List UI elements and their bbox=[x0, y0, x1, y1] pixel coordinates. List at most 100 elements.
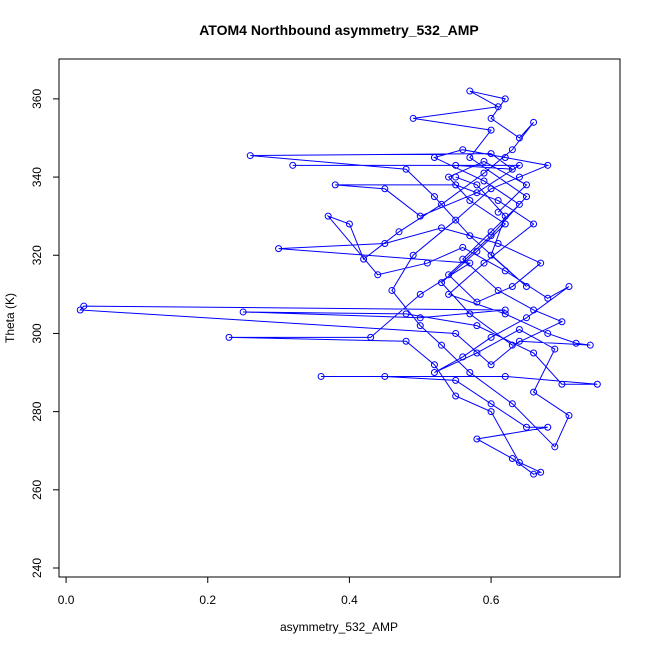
data-point bbox=[452, 392, 460, 400]
data-point bbox=[501, 306, 509, 314]
data-point bbox=[494, 208, 502, 216]
data-point bbox=[466, 259, 474, 267]
data-point bbox=[487, 361, 495, 369]
data-point bbox=[388, 286, 396, 294]
y-tick-label: 320 bbox=[30, 245, 44, 265]
data-point bbox=[537, 468, 545, 476]
data-point bbox=[381, 372, 389, 380]
data-point bbox=[558, 318, 566, 326]
x-tick-label: 0.6 bbox=[483, 593, 500, 607]
data-point bbox=[530, 349, 538, 357]
data-point bbox=[487, 114, 495, 122]
data-point bbox=[515, 173, 523, 181]
data-point bbox=[459, 255, 467, 263]
data-point bbox=[430, 369, 438, 377]
data-point bbox=[459, 353, 467, 361]
data-point bbox=[445, 271, 453, 279]
data-point bbox=[530, 470, 538, 478]
chart-title: ATOM4 Northbound asymmetry_532_AMP bbox=[199, 22, 479, 38]
data-point bbox=[487, 185, 495, 193]
data-point bbox=[289, 161, 297, 169]
data-point bbox=[395, 228, 403, 236]
data-point bbox=[246, 152, 254, 160]
data-point bbox=[544, 161, 552, 169]
y-tick-label: 260 bbox=[30, 479, 44, 499]
data-point bbox=[501, 154, 509, 162]
data-point bbox=[544, 329, 552, 337]
data-point bbox=[515, 161, 523, 169]
data-point bbox=[473, 349, 481, 357]
data-point bbox=[508, 146, 516, 154]
data-point bbox=[530, 220, 538, 228]
data-point bbox=[523, 423, 530, 431]
data-point bbox=[416, 290, 424, 298]
y-tick-label: 340 bbox=[30, 167, 44, 187]
y-tick-label: 240 bbox=[30, 558, 44, 578]
data-point bbox=[558, 380, 566, 388]
data-point bbox=[487, 408, 495, 416]
data-point bbox=[430, 193, 438, 201]
y-tick-label: 280 bbox=[30, 401, 44, 421]
data-point bbox=[487, 228, 495, 236]
data-point bbox=[466, 87, 474, 95]
data-point bbox=[466, 197, 474, 205]
data-point bbox=[331, 181, 339, 189]
data-point bbox=[452, 181, 460, 189]
data-point bbox=[360, 255, 368, 263]
data-point bbox=[402, 165, 410, 173]
data-point bbox=[423, 259, 431, 267]
data-point bbox=[239, 308, 247, 316]
data-point bbox=[416, 212, 424, 220]
data-point bbox=[515, 458, 523, 466]
data-point bbox=[324, 212, 332, 220]
data-point bbox=[487, 333, 495, 341]
data-point bbox=[430, 154, 438, 162]
data-point bbox=[501, 267, 509, 275]
data-point bbox=[275, 245, 283, 253]
data-point bbox=[402, 337, 410, 345]
data-point bbox=[501, 212, 509, 220]
data-point bbox=[501, 95, 509, 103]
data-point bbox=[473, 189, 481, 197]
data-point bbox=[501, 372, 509, 380]
data-point bbox=[494, 286, 502, 294]
data-point bbox=[501, 220, 509, 228]
data-point bbox=[466, 154, 474, 162]
data-point bbox=[530, 118, 538, 126]
y-tick-label: 300 bbox=[30, 323, 44, 343]
data-point bbox=[466, 369, 474, 377]
data-point bbox=[225, 333, 233, 341]
data-point bbox=[452, 329, 460, 337]
data-point bbox=[459, 146, 467, 154]
data-point bbox=[530, 306, 538, 314]
data-point bbox=[445, 290, 453, 298]
data-point bbox=[487, 126, 495, 134]
data-point bbox=[487, 232, 495, 240]
x-tick-label: 0.0 bbox=[58, 593, 75, 607]
data-point bbox=[445, 173, 453, 181]
data-point bbox=[416, 322, 424, 330]
x-axis-label: asymmetry_532_AMP bbox=[280, 620, 398, 634]
data-point bbox=[452, 216, 460, 224]
data-point bbox=[508, 455, 516, 463]
data-point bbox=[523, 314, 530, 322]
data-point bbox=[523, 283, 530, 291]
data-point bbox=[409, 114, 417, 122]
data-point bbox=[544, 294, 552, 302]
data-point bbox=[586, 341, 594, 349]
data-point bbox=[430, 361, 438, 369]
data-point bbox=[317, 372, 325, 380]
data-point bbox=[381, 240, 389, 248]
data-point bbox=[508, 341, 516, 349]
data-point bbox=[551, 443, 559, 451]
data-point bbox=[480, 169, 488, 177]
data-point bbox=[487, 150, 495, 158]
data-point bbox=[494, 240, 502, 248]
data-point bbox=[515, 134, 523, 142]
data-point bbox=[452, 161, 460, 169]
data-point bbox=[367, 333, 375, 341]
data-point bbox=[565, 283, 573, 291]
data-point bbox=[473, 181, 481, 189]
data-point bbox=[473, 435, 481, 443]
